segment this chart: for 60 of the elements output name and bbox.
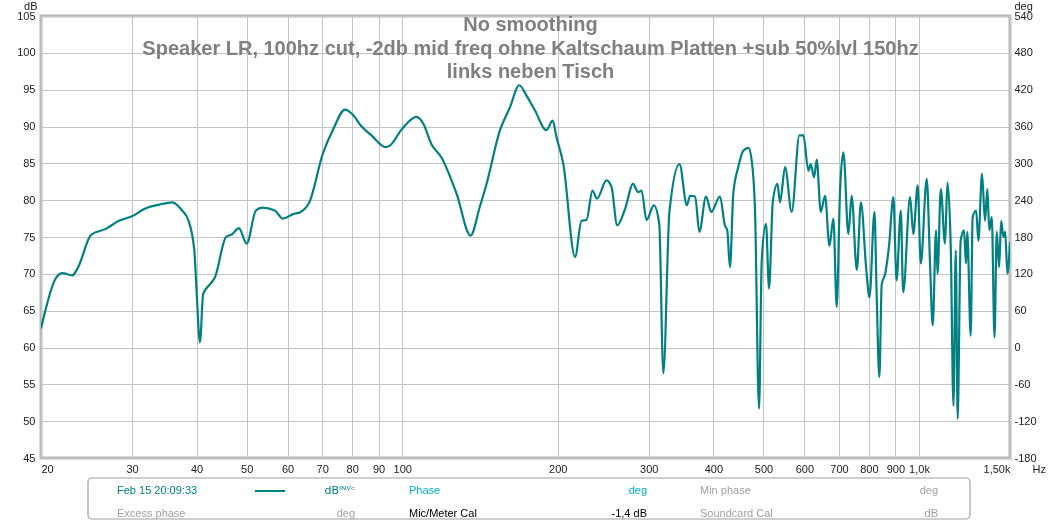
y2-tick-label: -60 bbox=[1014, 377, 1031, 390]
text: dB bbox=[924, 507, 938, 519]
y2-tick-label: -120 bbox=[1014, 414, 1037, 427]
x-tick-label: 40 bbox=[190, 462, 204, 475]
text: Min phase bbox=[700, 484, 751, 496]
y2-tick-label: 300 bbox=[1014, 156, 1033, 169]
x-tick-label: 60 bbox=[281, 462, 295, 475]
x-tick-label: 700 bbox=[830, 462, 849, 475]
y2-tick-label: -180 bbox=[1014, 451, 1037, 464]
x-tick-label: 30 bbox=[126, 462, 139, 475]
y-tick-label: 45 bbox=[23, 451, 36, 464]
text: deg bbox=[919, 484, 938, 496]
x-tick-label: 100 bbox=[393, 462, 412, 475]
y2-tick-label: 480 bbox=[1014, 46, 1033, 59]
y-axis-title: dB bbox=[24, 0, 38, 12]
y2-tick-label: 420 bbox=[1014, 83, 1033, 96]
x-tick-label: 800 bbox=[860, 462, 879, 475]
y2-tick-label: 0 bbox=[1014, 341, 1021, 353]
y-tick-label: 80 bbox=[23, 193, 36, 206]
text: Mic/Meter Cal bbox=[409, 507, 477, 519]
y-tick-label: 50 bbox=[23, 414, 36, 427]
y-tick-label: 70 bbox=[23, 267, 36, 280]
x-tick-label: 600 bbox=[795, 462, 815, 475]
x-tick-label: 300 bbox=[640, 462, 659, 475]
x-tick-label: 500 bbox=[754, 462, 774, 475]
y-tick-label: 100 bbox=[17, 46, 36, 59]
y-tick-label: 90 bbox=[23, 120, 36, 132]
text: Excess phase bbox=[117, 507, 186, 519]
text: Speaker LR, 100hz cut, -2db mid freq ohne Kaltschaum Platten +sub 50%lvl 150hz links neben Tisch bbox=[142, 36, 919, 82]
y-tick-label: 75 bbox=[23, 230, 36, 243]
y-tick-label: 85 bbox=[23, 156, 36, 169]
text: deg bbox=[336, 507, 355, 519]
text: Soundcard Cal bbox=[700, 507, 773, 519]
x-tick-label: 900 bbox=[886, 462, 906, 475]
text: dBᴵᴺⱽᶜ bbox=[324, 484, 355, 497]
x-tick-label: 90 bbox=[372, 462, 386, 475]
y-tick-label: 55 bbox=[23, 377, 36, 390]
text: Feb 15 20:09:33 bbox=[117, 484, 198, 496]
x-axis-title: Hz bbox=[1032, 462, 1046, 475]
y2-tick-label: 360 bbox=[1014, 120, 1033, 132]
x-tick-label: 200 bbox=[549, 462, 568, 475]
y2-tick-label: 60 bbox=[1014, 304, 1027, 317]
text: Phase bbox=[409, 484, 441, 496]
y-tick-label: 95 bbox=[23, 83, 36, 96]
x-tick-label: 80 bbox=[346, 462, 359, 475]
y2-tick-label: 120 bbox=[1014, 267, 1033, 280]
chart-title: No smoothing bbox=[463, 13, 598, 35]
x-tick-label: 1,50k bbox=[983, 462, 1011, 475]
text: -1,4 dB bbox=[611, 507, 647, 519]
x-tick-label: 50 bbox=[241, 462, 254, 475]
text: deg bbox=[628, 484, 647, 496]
x-tick-label: 400 bbox=[704, 462, 724, 475]
y-tick-label: 60 bbox=[23, 341, 36, 353]
x-tick-label: 20 bbox=[41, 462, 54, 475]
y2-tick-label: 240 bbox=[1014, 193, 1033, 206]
x-tick-label: 70 bbox=[316, 462, 329, 475]
y2-tick-label: 180 bbox=[1014, 230, 1033, 243]
y-tick-label: 65 bbox=[23, 304, 36, 317]
y-tick-label: 105 bbox=[17, 9, 36, 22]
x-tick-label: 1,0k bbox=[909, 462, 931, 475]
